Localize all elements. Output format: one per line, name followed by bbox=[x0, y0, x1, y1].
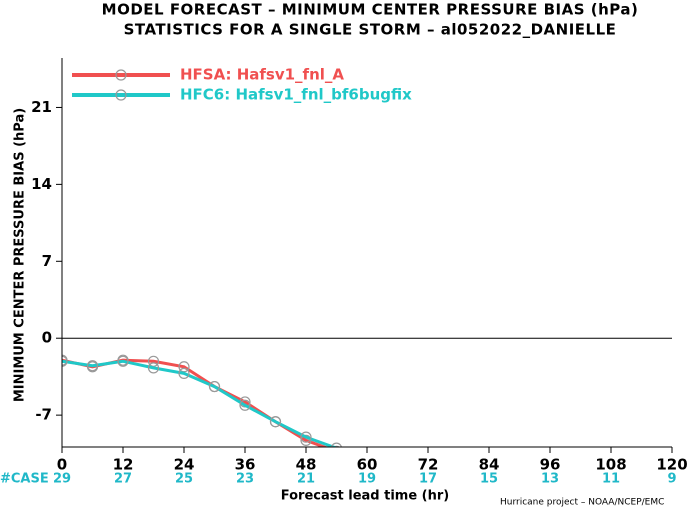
case-count: 29 bbox=[53, 472, 71, 487]
y-tick-label: 21 bbox=[31, 98, 52, 116]
y-tick-label: 7 bbox=[42, 252, 52, 270]
y-tick-label: 0 bbox=[42, 329, 52, 347]
x-tick-label: 0 bbox=[57, 456, 67, 474]
chart-subtitle: STATISTICS FOR A SINGLE STORM – al052022… bbox=[124, 21, 617, 39]
x-tick-label: 108 bbox=[595, 456, 626, 474]
series-marker bbox=[147, 355, 160, 367]
case-count: 11 bbox=[602, 472, 620, 487]
legend-label: HFSA: Hafsv1_fnl_A bbox=[180, 66, 344, 84]
series-marker bbox=[208, 380, 221, 393]
footer: Hurricane project – NOAA/NCEP/EMC bbox=[500, 498, 664, 508]
plot bbox=[62, 354, 342, 447]
series-marker bbox=[269, 416, 282, 428]
case-count: 27 bbox=[114, 472, 132, 487]
case-count: 15 bbox=[480, 472, 498, 487]
x-tick-label: 24 bbox=[174, 456, 195, 474]
x-tick-label: 96 bbox=[540, 456, 561, 474]
legend-marker bbox=[115, 89, 127, 101]
case-count: 25 bbox=[175, 472, 193, 487]
x-axis-label: Forecast lead time (hr) bbox=[281, 489, 449, 504]
case-label: #CASE bbox=[0, 472, 49, 487]
x-tick-label: 48 bbox=[296, 456, 317, 474]
x-tick-label: 120 bbox=[656, 456, 687, 474]
case-count: 9 bbox=[667, 472, 676, 487]
case-count: 17 bbox=[419, 472, 437, 487]
series-marker bbox=[62, 355, 68, 367]
legend-marker bbox=[115, 69, 127, 81]
series-marker bbox=[86, 360, 99, 372]
case-count: 19 bbox=[358, 472, 376, 487]
series-marker bbox=[300, 431, 312, 443]
series-marker bbox=[239, 399, 251, 411]
series-marker bbox=[147, 362, 160, 374]
x-tick-label: 12 bbox=[113, 456, 134, 474]
series-marker bbox=[178, 361, 190, 373]
series-marker bbox=[333, 445, 340, 447]
series-marker bbox=[117, 355, 129, 367]
x-tick-label: 36 bbox=[235, 456, 256, 474]
x-tick-label: 72 bbox=[418, 456, 439, 474]
series-line bbox=[62, 358, 329, 447]
legend-label: HFC6: Hafsv1_fnl_bf6bugfix bbox=[180, 86, 412, 104]
x-tick-label: 60 bbox=[357, 456, 378, 474]
series-marker bbox=[178, 367, 190, 379]
x-tick-label: 84 bbox=[479, 456, 500, 474]
case-count: 23 bbox=[236, 472, 254, 487]
y-tick-label: -7 bbox=[35, 406, 52, 424]
chart-title: MODEL FORECAST – MINIMUM CENTER PRESSURE… bbox=[102, 1, 639, 19]
case-count: 21 bbox=[297, 472, 315, 487]
series-marker bbox=[331, 442, 342, 447]
y-tick-label: 14 bbox=[31, 175, 52, 193]
case-count: 13 bbox=[541, 472, 559, 487]
series-line bbox=[62, 359, 338, 447]
y-axis-label: MINIMUM CENTER PRESSURE BIAS (hPa) bbox=[13, 108, 28, 402]
